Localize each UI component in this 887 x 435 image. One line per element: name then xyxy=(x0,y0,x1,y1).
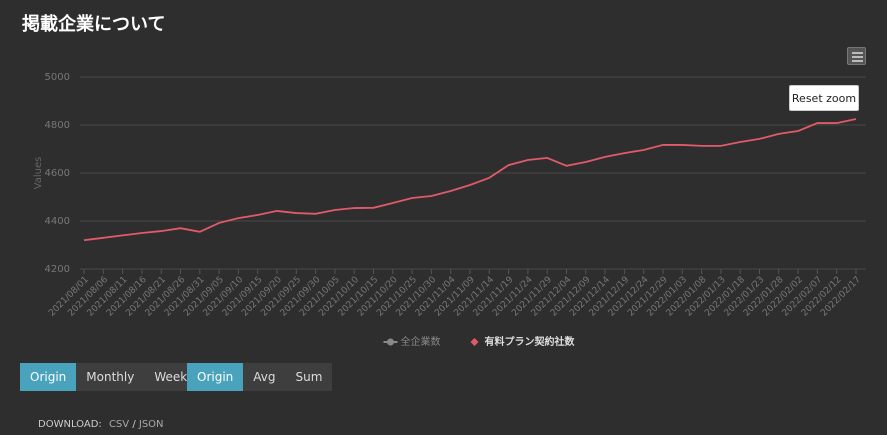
csv-link[interactable]: CSV xyxy=(108,419,130,430)
series-line xyxy=(83,118,857,242)
y-tick-label: 4200 xyxy=(45,264,70,275)
toggle-button[interactable]: Sum xyxy=(285,363,333,391)
legend-item[interactable]: 有料プラン契約社数 xyxy=(470,335,576,348)
y-tick-label: 4600 xyxy=(45,168,70,179)
separator: / xyxy=(132,419,136,430)
legend-label: 全企業数 xyxy=(401,335,441,348)
json-link[interactable]: JSON xyxy=(138,419,164,430)
toggle-button[interactable]: Avg xyxy=(243,363,286,391)
page-title: 掲載企業について xyxy=(22,14,166,35)
legend-item[interactable]: 全企業数 xyxy=(383,335,441,348)
y-axis-label: Values xyxy=(33,157,44,190)
period-buttons: Origin Monthly Weekly xyxy=(20,363,208,391)
y-tick-label: 4400 xyxy=(45,216,70,227)
legend-marker xyxy=(387,338,394,346)
toggle-button[interactable]: Origin xyxy=(20,363,77,391)
menu-icon xyxy=(852,52,863,62)
toggle-button[interactable]: Origin xyxy=(187,363,244,391)
toggle-button[interactable]: Monthly xyxy=(76,363,145,391)
y-tick-label: 5000 xyxy=(45,72,70,83)
legend-marker xyxy=(470,338,479,346)
chart-menu[interactable] xyxy=(847,47,866,65)
legend-label: 有料プラン契約社数 xyxy=(485,335,576,348)
y-tick-label: 4800 xyxy=(45,120,70,131)
download-bar: DOWNLOAD: CSV / JSON xyxy=(38,419,164,430)
download-label: DOWNLOAD: xyxy=(38,419,102,430)
aggregate-buttons: Origin Avg Sum xyxy=(187,363,333,391)
reset-zoom-button[interactable]: Reset zoom xyxy=(789,85,859,111)
